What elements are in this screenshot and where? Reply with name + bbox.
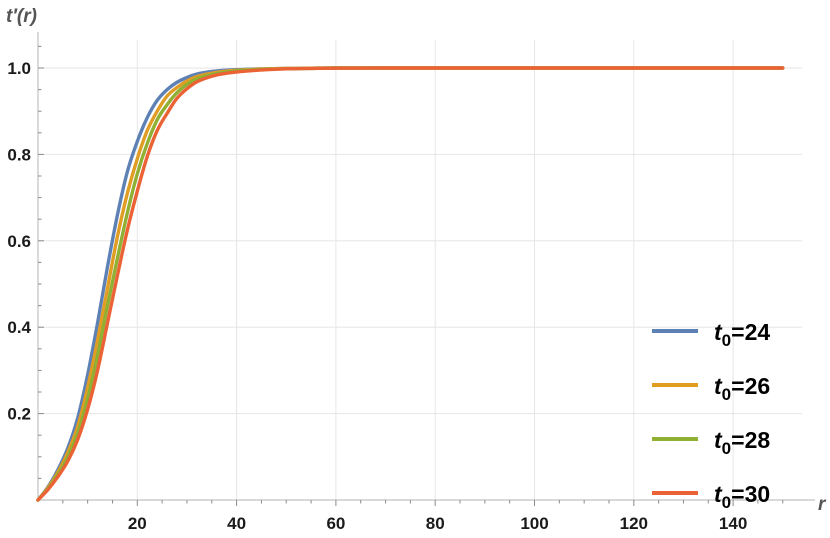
y-tick-label: 1.0 xyxy=(7,59,31,78)
y-tick-label: 0.4 xyxy=(7,318,31,337)
legend-label-t0-30: t0=30 xyxy=(714,481,770,512)
y-axis-label: t′(r) xyxy=(6,6,37,27)
legend: t0=24 t0=26 t0=28 t0=30 xyxy=(652,319,770,512)
y-tick-label: 0.8 xyxy=(7,145,31,164)
legend-label-t0-28: t0=28 xyxy=(714,427,770,458)
x-tick-label: 80 xyxy=(426,514,445,533)
axes: 20 40 60 80 100 120 140 0.2 0.4 0.6 0.8 1.0 xyxy=(7,32,815,533)
y-tick-label: 0.6 xyxy=(7,232,31,251)
x-tick-label: 140 xyxy=(719,514,747,533)
x-tick-label: 20 xyxy=(128,514,147,533)
legend-label-t0-26: t0=26 xyxy=(714,373,770,404)
x-tick-label: 120 xyxy=(620,514,648,533)
grid-lines xyxy=(38,40,802,500)
series-line-t0-30 xyxy=(36,66,785,502)
legend-label-t0-24: t0=24 xyxy=(714,319,770,350)
series-line-t0-28 xyxy=(36,66,785,502)
x-tick-label: 40 xyxy=(227,514,246,533)
x-tick-label: 60 xyxy=(326,514,345,533)
y-tick-label: 0.2 xyxy=(7,405,31,424)
x-tick-label: 100 xyxy=(520,514,548,533)
series-lines xyxy=(36,66,785,502)
x-axis-label: r xyxy=(818,494,827,515)
